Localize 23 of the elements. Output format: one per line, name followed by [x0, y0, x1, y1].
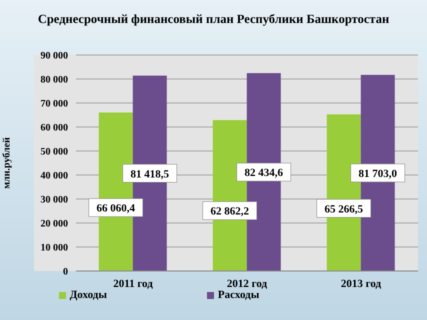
y-tick-label: 20 000	[40, 218, 68, 230]
y-tick-label: 30 000	[40, 194, 68, 206]
legend-label: Расходы	[218, 289, 260, 301]
y-tick-label: 10 000	[40, 242, 68, 254]
y-tick-label: 90 000	[40, 50, 68, 62]
data-label: 81 703,0	[358, 168, 398, 180]
y-tick-label: 0	[63, 266, 68, 278]
y-tick-label: 50 000	[40, 146, 68, 158]
x-tick-label: 2012 год	[226, 278, 268, 290]
y-tick-label: 40 000	[40, 170, 68, 182]
data-label: 65 266,5	[324, 203, 364, 216]
y-tick-label: 70 000	[40, 98, 68, 110]
chart-title: Среднесрочный финансовый план Республики Башкортостан	[36, 12, 390, 27]
data-label: 66 060,4	[96, 202, 136, 215]
y-axis-title: млн.рублей	[2, 136, 13, 189]
y-tick-label: 80 000	[40, 74, 68, 86]
y-tick-label: 60 000	[40, 122, 68, 134]
data-label: 82 434,6	[244, 167, 284, 180]
x-tick-label: 2011 год	[113, 278, 154, 290]
data-label: 81 418,5	[130, 168, 170, 180]
legend-label: Доходы	[70, 289, 107, 301]
data-label: 62 862,2	[210, 206, 250, 218]
x-tick-label: 2013 год	[340, 278, 382, 290]
